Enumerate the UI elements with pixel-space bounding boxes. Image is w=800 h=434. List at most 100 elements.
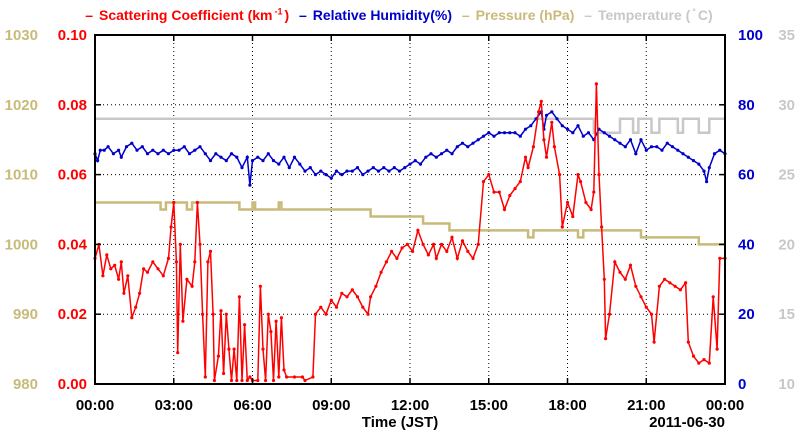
series-point-1 <box>111 152 115 156</box>
series-point-1 <box>481 134 486 138</box>
series-point-0 <box>105 253 109 257</box>
series-point-1 <box>334 169 339 173</box>
series-point-1 <box>187 152 192 156</box>
y-tick-label-left_inner: 0.04 <box>58 236 88 253</box>
series-point-1 <box>96 159 100 163</box>
series-point-0 <box>277 375 281 379</box>
series-point-0 <box>151 260 155 264</box>
series-point-0 <box>117 277 121 281</box>
series-line-3 <box>95 117 725 134</box>
series-point-0 <box>212 378 216 383</box>
series-point-0 <box>224 312 228 316</box>
series-point-0 <box>269 330 273 334</box>
series-point-1 <box>602 131 606 135</box>
series-point-1 <box>518 134 522 138</box>
series-point-1 <box>702 169 706 173</box>
series-point-0 <box>663 277 667 281</box>
series-point-0 <box>628 263 633 267</box>
series-point-0 <box>319 305 323 309</box>
series-point-1 <box>214 152 218 156</box>
series-point-1 <box>660 148 664 152</box>
series-point-0 <box>181 319 185 323</box>
y-tick-label-right_inner: 0 <box>738 376 746 393</box>
series-point-0 <box>222 371 226 376</box>
series-point-1 <box>145 152 150 156</box>
series-point-0 <box>652 340 656 344</box>
series-point-0 <box>340 291 344 295</box>
x-tick-label: 09:00 <box>312 397 350 414</box>
series-point-1 <box>119 155 123 159</box>
y-tick-label-left_outer: 990 <box>13 306 38 323</box>
series-point-0 <box>405 242 409 246</box>
series-point-1 <box>466 145 470 149</box>
x-tick-label: 15:00 <box>470 397 508 414</box>
series-point-0 <box>597 173 601 177</box>
series-point-1 <box>413 159 417 163</box>
series-point-0 <box>203 375 207 379</box>
series-point-1 <box>261 159 265 163</box>
series-point-0 <box>166 256 171 260</box>
series-point-1 <box>298 162 302 166</box>
series-point-0 <box>657 284 662 288</box>
series-point-1 <box>613 138 617 142</box>
series-point-1 <box>271 159 276 163</box>
series-point-1 <box>429 152 433 156</box>
series-point-1 <box>229 152 234 156</box>
series-point-0 <box>421 242 425 246</box>
series-point-0 <box>113 263 117 267</box>
series-point-1 <box>529 124 533 128</box>
series-point-1 <box>319 169 323 173</box>
series-point-1 <box>707 166 711 170</box>
series-point-1 <box>634 152 638 156</box>
series-point-1 <box>550 110 554 114</box>
series-point-1 <box>649 145 654 149</box>
series-point-1 <box>476 138 480 142</box>
series-point-0 <box>374 284 378 288</box>
series-point-1 <box>445 148 449 152</box>
tick-labels: 00:00 03:00 06:00 09:00 12:00 15:00 18:00 21:00… <box>5 27 795 414</box>
series-point-0 <box>138 291 142 295</box>
legend: – Scattering Coefficient (km -1) – Relati… <box>0 6 800 23</box>
series-point-0 <box>481 180 486 184</box>
series-point-1 <box>282 155 286 159</box>
series-point-0 <box>623 277 627 281</box>
series-point-0 <box>618 270 622 274</box>
x-tick-label: 00:00 <box>76 397 114 414</box>
y-tick-label-left_outer: 1020 <box>5 97 38 114</box>
series-point-0 <box>600 225 604 229</box>
series-point-1 <box>513 131 517 135</box>
series-point-0 <box>361 305 365 309</box>
series-point-0 <box>193 260 197 264</box>
series-point-1 <box>355 166 360 170</box>
series-point-0 <box>466 249 470 253</box>
series-line-0 <box>94 83 725 383</box>
series-point-0 <box>237 295 241 299</box>
series-point-0 <box>542 138 546 142</box>
series-point-0 <box>384 260 388 264</box>
y-tick-label-right_outer: 35 <box>778 27 795 44</box>
series-point-0 <box>502 207 507 212</box>
series-point-1 <box>350 169 354 173</box>
y-tick-label-left_inner: 0.00 <box>58 376 87 393</box>
series-point-1 <box>718 148 722 152</box>
series-point-0 <box>668 281 672 285</box>
series-point-1 <box>117 148 121 152</box>
series-point-1 <box>691 159 696 163</box>
legend-temperature: – Temperature (° C) <box>584 6 713 23</box>
series-point-1 <box>670 145 675 149</box>
series-point-1 <box>308 166 312 170</box>
series-point-1 <box>508 131 512 135</box>
series-point-0 <box>634 284 638 288</box>
series-point-0 <box>576 173 580 177</box>
series-point-1 <box>277 162 281 166</box>
series-point-1 <box>340 173 344 177</box>
series-point-1 <box>345 169 349 173</box>
series-point-1 <box>455 145 459 149</box>
x-tick-label: 00:00 <box>706 397 744 414</box>
series-point-0 <box>243 323 247 327</box>
series-point-1 <box>135 148 139 152</box>
series-point-1 <box>418 162 423 166</box>
y-tick-label-right_outer: 20 <box>778 236 795 253</box>
series-point-0 <box>550 120 554 124</box>
y-tick-label-right_inner: 60 <box>738 167 755 184</box>
